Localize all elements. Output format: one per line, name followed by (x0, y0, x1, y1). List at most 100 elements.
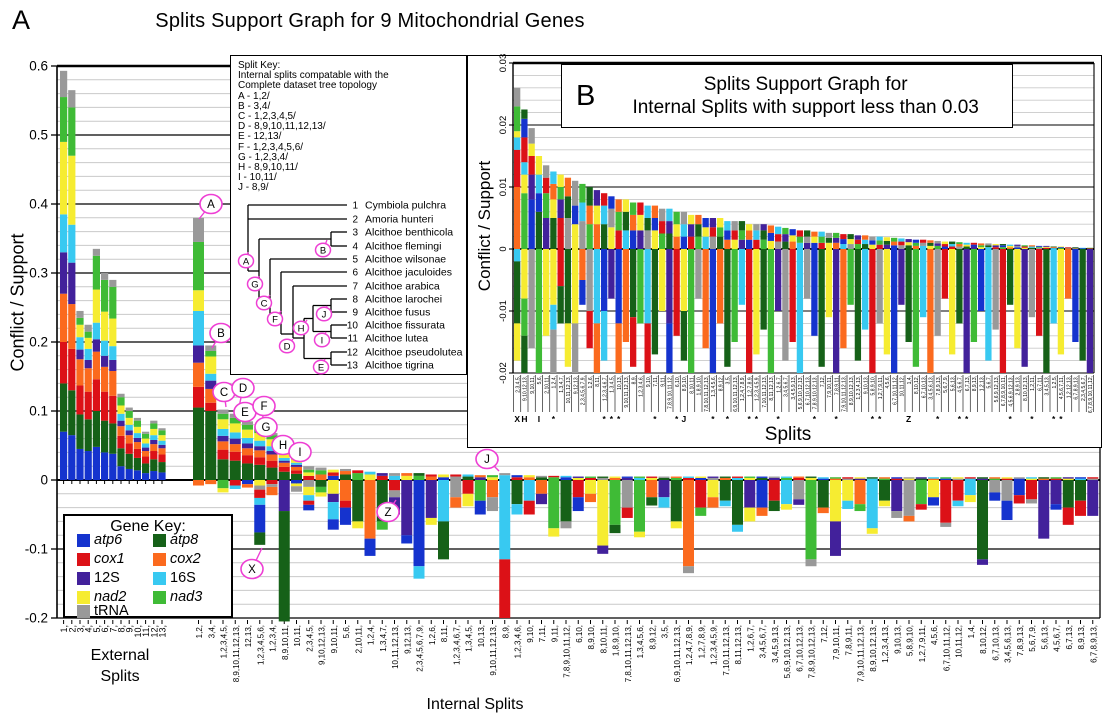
x-tick-label: 8,9,10,11,12,13, (232, 625, 241, 682)
bar-segment (1072, 247, 1079, 248)
tree-node-letter: H (298, 324, 305, 335)
bar-segment (1028, 247, 1036, 249)
bar-segment (963, 246, 970, 249)
bar-segment (746, 249, 753, 373)
bar-segment (92, 248, 100, 256)
bar-segment (579, 221, 586, 249)
bar-segment (920, 242, 927, 246)
bar-segment (242, 424, 253, 430)
bar-segment (724, 230, 731, 240)
bar-segment (60, 383, 68, 432)
bar-segment (229, 423, 241, 433)
y-tick-label: 0.2 (29, 335, 48, 350)
bar-segment (499, 473, 511, 476)
bar-segment (1075, 500, 1086, 516)
x-tick-label: 1,3,4,5,6, (636, 625, 645, 658)
bar-segment (796, 242, 804, 249)
bar-segment (746, 230, 753, 240)
taxon-number: 13 (347, 361, 359, 372)
bar-segment (364, 471, 376, 475)
bar-segment (84, 324, 92, 332)
bar-segment (158, 435, 166, 441)
bar-segment (1001, 500, 1013, 521)
bar-segment (92, 339, 100, 352)
x-tick-label: 8,11,12,13, (769, 376, 775, 401)
bar-segment (142, 451, 150, 457)
x-tick-label: 7,8,9,11, (844, 625, 853, 656)
taxon-number: 6 (352, 268, 358, 279)
bar-segment (767, 225, 775, 233)
bar-segment (521, 118, 528, 138)
bar-segment (992, 245, 999, 248)
bar-segment (940, 477, 952, 479)
bar-segment (521, 109, 528, 119)
bar-segment (862, 235, 869, 240)
bar-segment (217, 488, 229, 493)
bar-segment (775, 249, 782, 311)
bar-segment (608, 227, 615, 249)
bar-segment (934, 245, 941, 249)
bar-segment (266, 484, 278, 487)
phylogenetic-tree: 1 Cymbiola pulchra 2 Amoria hunteri 3 Alcitho… (237, 200, 463, 375)
bar-segment (487, 475, 498, 478)
x-tick-label: 9,10,13, (863, 376, 869, 394)
bar-segment (291, 483, 302, 487)
x-tick-label: 7,11, (653, 376, 659, 387)
bar-segment (438, 521, 449, 560)
bar-segment (364, 480, 376, 539)
bar-segment (646, 497, 658, 506)
bar-segment (879, 477, 890, 479)
bar-segment (744, 507, 756, 522)
bar-segment (543, 218, 550, 249)
bar-segment (117, 393, 125, 398)
bar-segment (891, 480, 903, 512)
taxon-name: Amoria hunteri (365, 214, 433, 226)
bar-segment (956, 242, 963, 245)
bar-segment (630, 214, 637, 231)
bar-segment (847, 244, 854, 249)
x-tick-label: 3, (76, 625, 86, 633)
bar-segment (425, 476, 437, 480)
bar-segment (401, 475, 413, 480)
bar-segment (905, 245, 912, 249)
bar-segment (683, 566, 694, 574)
bar-segment (254, 457, 266, 465)
bar-segment (637, 202, 644, 215)
bar-segment (658, 477, 670, 480)
bar-segment (670, 480, 682, 522)
gene-key-item: atp8 (153, 532, 198, 548)
x-tick-label: 10,11,12, (900, 376, 906, 396)
bar-segment (781, 477, 792, 480)
bar-segment (242, 448, 253, 456)
bar-segment (68, 224, 76, 263)
bar-segment (229, 480, 241, 486)
figure-title: Splits Support Graph for 9 Mitochondrial… (155, 10, 585, 32)
bar-segment (695, 214, 702, 225)
x-tick-label: 1,2,7,9,11, (918, 625, 927, 662)
x-tick-label: 1,2,3,4,5, (220, 625, 229, 658)
bar-segment (920, 249, 927, 318)
bar-segment (389, 473, 400, 476)
x-tick-label: 12, (149, 625, 159, 638)
bar-segment (291, 480, 302, 484)
bar-segment (291, 486, 302, 492)
bar-segment (949, 249, 956, 355)
bar-segment (830, 478, 841, 480)
bar-segment (303, 500, 315, 505)
bar-segment (891, 477, 903, 479)
bar-segment (514, 323, 521, 361)
bar-segment (630, 202, 637, 215)
bar-segment (928, 480, 939, 498)
bar-segment (76, 337, 84, 350)
bar-segment (109, 359, 117, 371)
x-tick-label: 5,6,7, (987, 376, 993, 389)
bar-segment (992, 249, 999, 330)
bar-segment (978, 249, 985, 311)
bar-segment (731, 239, 738, 249)
x-tick-label: 4,5,6,7,11, (1059, 376, 1065, 399)
bar-segment (487, 477, 498, 480)
bar-segment (193, 345, 204, 363)
bar-segment (883, 249, 891, 355)
bar-segment (125, 453, 133, 469)
